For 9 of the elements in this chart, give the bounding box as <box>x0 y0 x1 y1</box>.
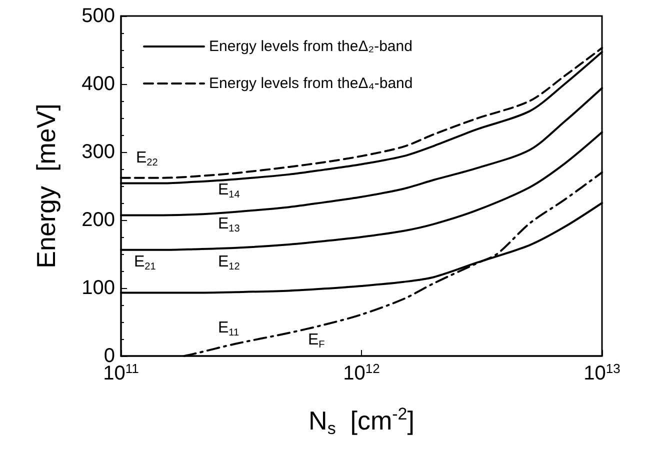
y-tick-label: 100 <box>82 277 115 299</box>
y-axis-title: Energy [meV] <box>31 104 61 268</box>
y-tick-label: 500 <box>82 5 115 27</box>
legend-label: Energy levels from theΔ₂-band <box>209 38 412 55</box>
y-tick-label: 400 <box>82 73 115 95</box>
y-tick-label: 0 <box>104 345 115 367</box>
legend-label: Energy levels from theΔ₄-band <box>209 75 413 92</box>
y-tick-label: 300 <box>82 141 115 163</box>
y-tick-label: 200 <box>82 209 115 231</box>
